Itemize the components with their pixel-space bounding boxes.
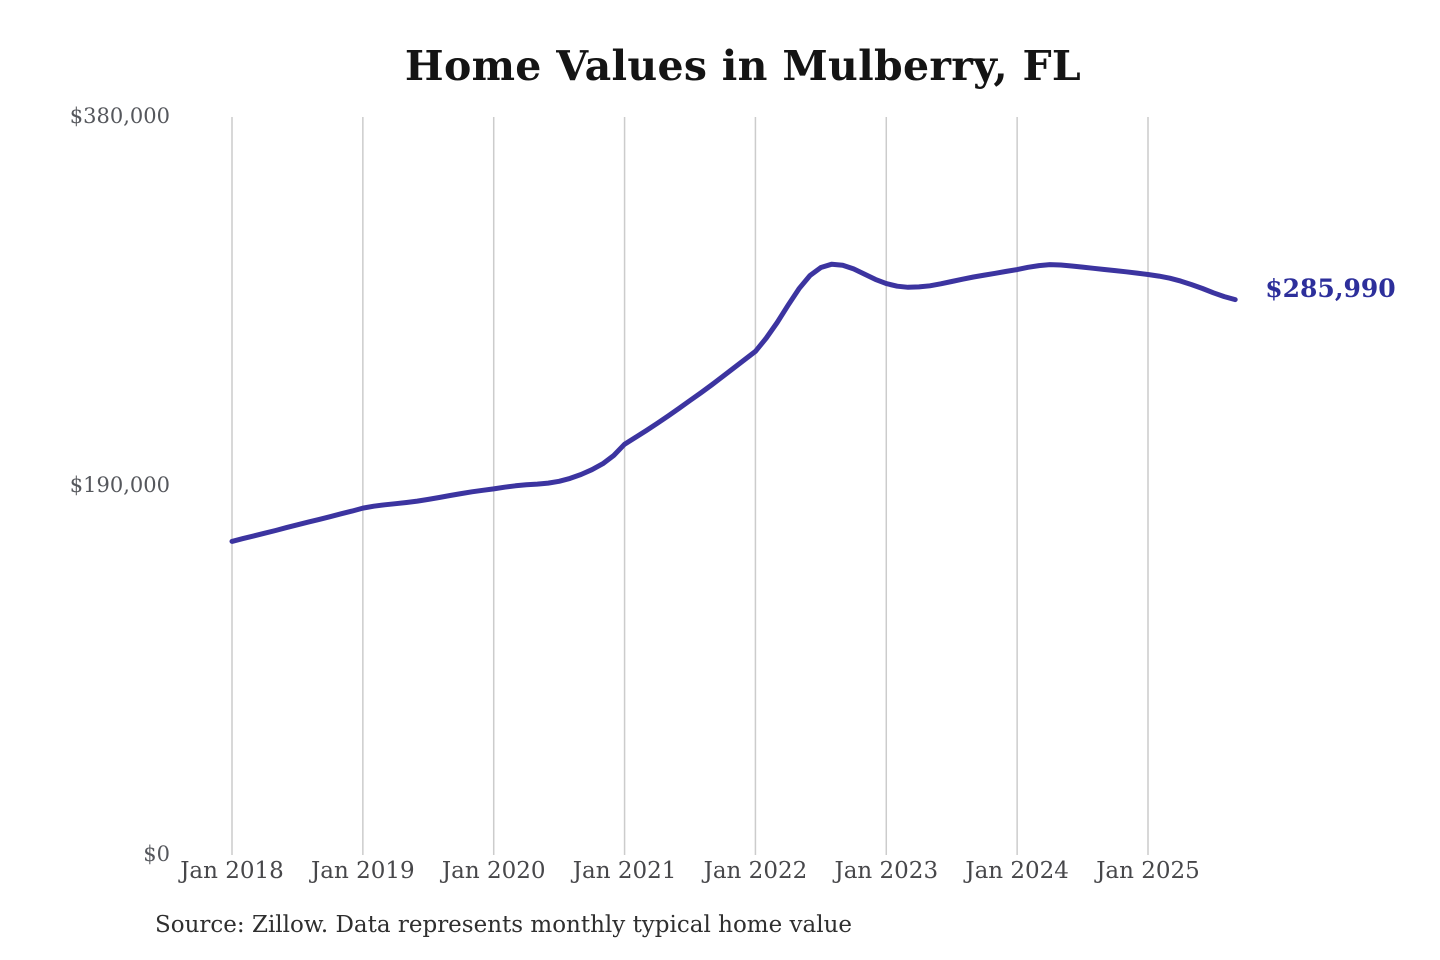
x-tick-jan-2024: Jan 2024 <box>965 858 1069 884</box>
home-value-line <box>229 261 1238 544</box>
y-tick-190000: $190,000 <box>69 473 170 497</box>
y-tick-0: $0 <box>143 842 170 866</box>
current-value-label: $285,990 <box>1265 273 1396 303</box>
y-tick-380000: $380,000 <box>69 104 170 128</box>
chart-title: Home Values in Mulberry, FL <box>404 42 1082 90</box>
x-tick-jan-2019: Jan 2019 <box>311 858 415 884</box>
x-tick-jan-2021: Jan 2021 <box>572 858 677 884</box>
x-tick-jan-2025: Jan 2025 <box>1096 858 1200 884</box>
source-note: Source: Zillow. Data represents monthly … <box>155 912 853 938</box>
vertical-gridlines <box>231 117 1149 855</box>
x-tick-jan-2022: Jan 2022 <box>703 858 808 884</box>
x-tick-jan-2018: Jan 2018 <box>180 858 284 884</box>
x-tick-jan-2020: Jan 2020 <box>441 858 546 884</box>
x-tick-jan-2023: Jan 2023 <box>834 858 939 884</box>
